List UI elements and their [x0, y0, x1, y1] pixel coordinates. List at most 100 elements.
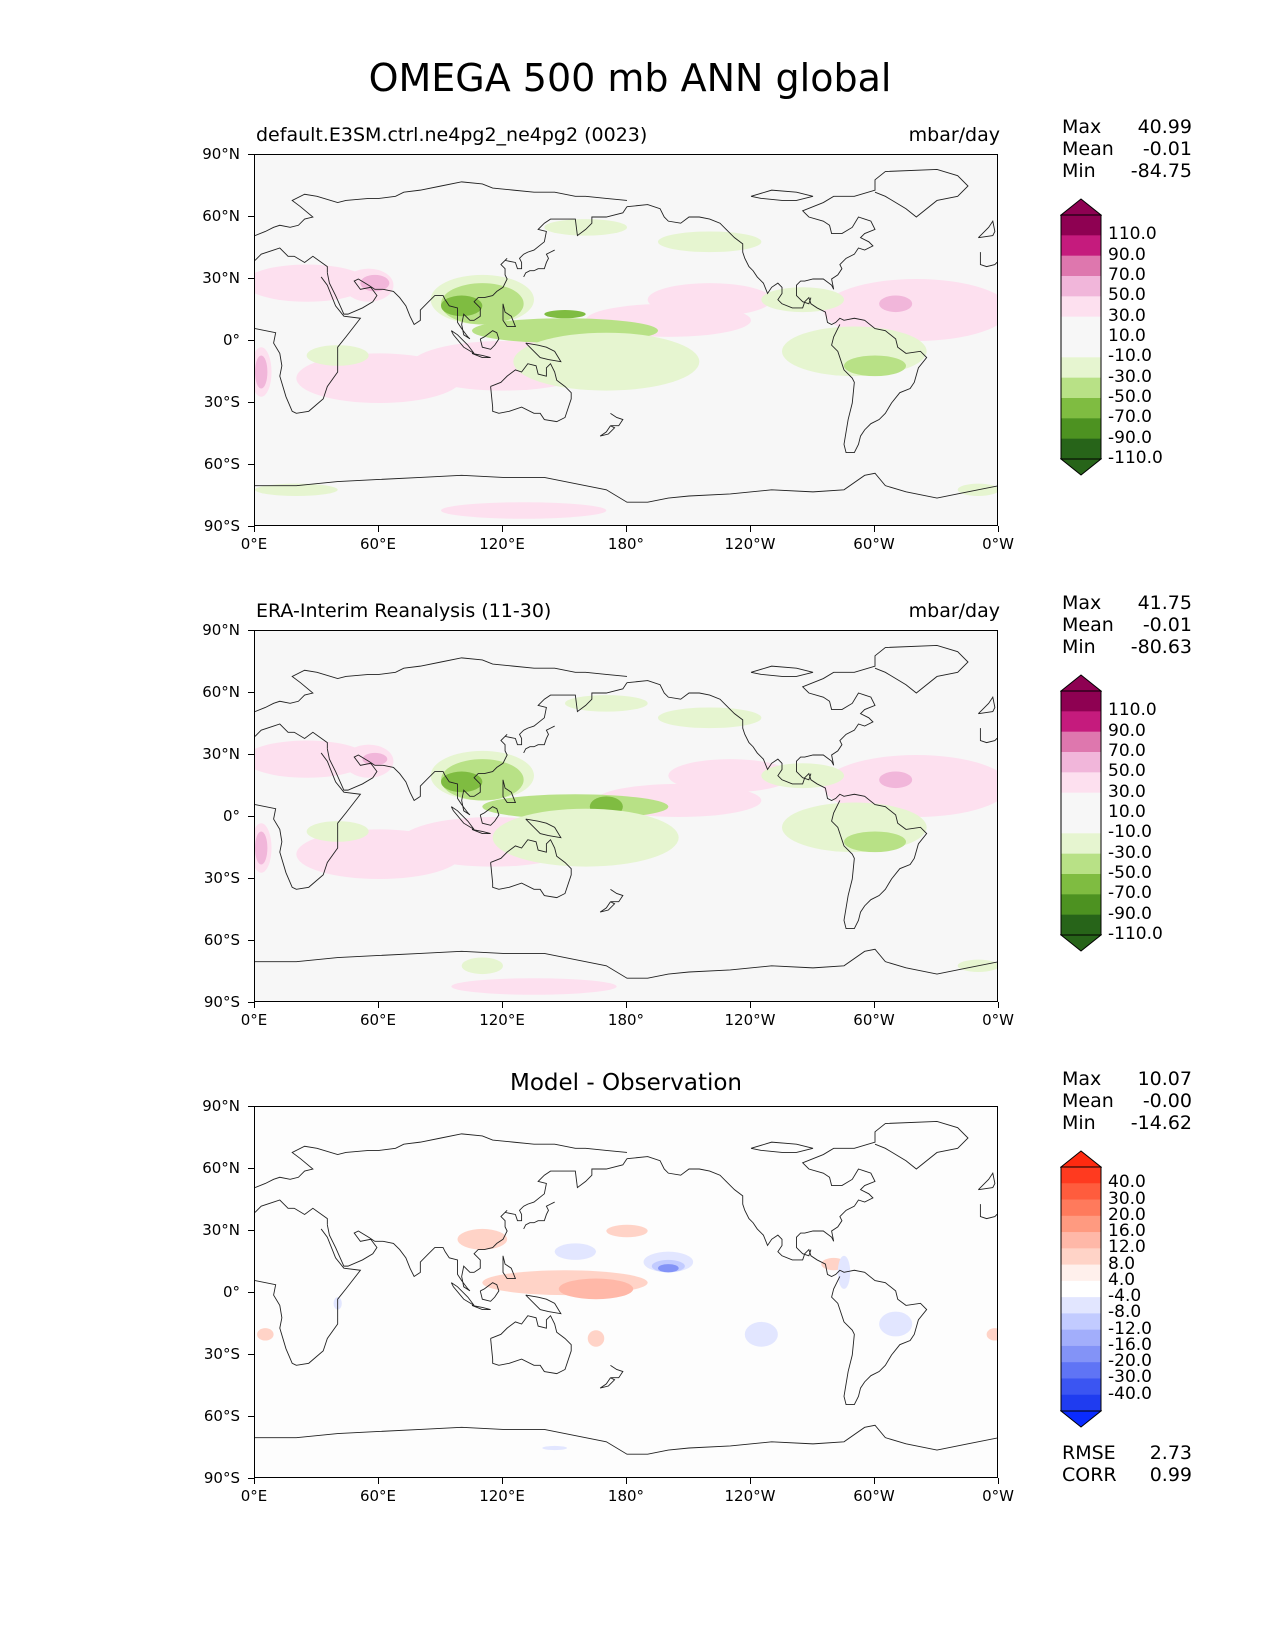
colorbar-tick-label: 70.0 [1108, 741, 1146, 761]
y-tick-mark [248, 816, 254, 817]
coastline [525, 1294, 562, 1315]
contour-region [823, 279, 997, 341]
stat-label: Mean [1062, 138, 1114, 160]
x-tick-mark [626, 526, 627, 532]
x-tick-mark [626, 1002, 627, 1008]
colorbar-tick-label: -50.0 [1108, 387, 1152, 407]
coastline [978, 1171, 996, 1191]
panel-units: mbar/day [908, 124, 1000, 146]
contour-region [879, 1311, 913, 1337]
y-tick-label: 90°S [203, 993, 240, 1011]
colorbar-band [1061, 418, 1101, 440]
y-tick-mark [248, 1168, 254, 1169]
contour-region [879, 771, 913, 789]
coastline [255, 247, 328, 273]
contour-region [647, 283, 772, 317]
y-tick-label: 0° [222, 331, 240, 349]
coastline [502, 1255, 517, 1279]
coastline [750, 665, 814, 677]
stat-label: Min [1062, 1112, 1096, 1134]
colorbar-tick-label: 90.0 [1108, 244, 1146, 265]
x-tick-mark [626, 1478, 627, 1484]
coastline [502, 779, 517, 803]
colorbar-under-cap [1060, 1410, 1102, 1428]
contour-region [255, 483, 338, 496]
y-tick-label: 60°N [202, 207, 240, 225]
stat-value: -14.62 [1130, 1112, 1192, 1134]
coastline [255, 472, 997, 503]
x-tick-mark [254, 1002, 255, 1008]
x-tick-label: 180° [607, 1011, 645, 1029]
x-tick-mark [502, 1002, 503, 1008]
stat-label: Max [1062, 1068, 1102, 1090]
colorbar-over-cap [1060, 1150, 1102, 1168]
y-tick-mark [248, 1002, 254, 1003]
coastline [610, 412, 624, 427]
metric-label: RMSE [1062, 1442, 1116, 1464]
y-tick-mark [248, 754, 254, 755]
colorbar-tick-label: -12.0 [1108, 1318, 1152, 1339]
colorbar-tick-label: 70.0 [1108, 265, 1146, 285]
colorbar-band [1061, 1329, 1101, 1347]
coastline [979, 252, 997, 268]
x-tick-mark [378, 1002, 379, 1008]
colorbar-band [1061, 398, 1101, 419]
x-tick-label: 120°W [724, 535, 776, 553]
colorbar-band [1061, 1167, 1101, 1184]
colorbar-band [1061, 691, 1101, 712]
colorbar-band [1061, 1345, 1101, 1363]
colorbar-band [1061, 1313, 1101, 1331]
x-tick-mark [874, 526, 875, 532]
coastline [523, 725, 555, 754]
contour-map [255, 169, 997, 519]
stats-box: Max 10.07 Mean -0.00 Min -14.62 [1062, 1068, 1192, 1134]
panel-title-center: Model - Observation [509, 1070, 743, 1096]
y-tick-mark [248, 1416, 254, 1417]
colorbar-tick-label: 30.0 [1108, 1188, 1146, 1209]
colorbar-tick-label: -110.0 [1108, 448, 1163, 468]
colorbar-band [1061, 1264, 1101, 1282]
colorbar-band [1061, 752, 1101, 773]
stat-value: 40.99 [1137, 116, 1192, 138]
colorbar-tick-label: -110.0 [1108, 924, 1163, 944]
x-tick-label: 120°W [724, 1011, 776, 1029]
coastline [255, 752, 362, 890]
y-tick-label: 30°S [203, 393, 240, 411]
contour-region [844, 831, 906, 853]
y-tick-label: 60°S [203, 455, 240, 473]
colorbar-band [1061, 1183, 1101, 1201]
stat-row: Max 10.07 [1062, 1068, 1192, 1090]
coastline [255, 1199, 328, 1225]
colorbar-tick-label: 20.0 [1108, 1204, 1146, 1225]
map-plot-area [254, 1106, 998, 1478]
colorbar-tick-label: -30.0 [1108, 842, 1152, 863]
coastline [796, 1121, 969, 1257]
colorbar-band [1061, 235, 1101, 257]
coastline [979, 1204, 997, 1220]
contour-region [542, 1445, 568, 1451]
y-tick-label: 60°N [202, 1159, 240, 1177]
stat-value: -0.01 [1142, 138, 1192, 160]
colorbar-band [1061, 377, 1101, 399]
contour-region [441, 295, 483, 317]
coastline [326, 682, 628, 816]
y-tick-mark [248, 216, 254, 217]
colorbar-tick-label: -30.0 [1108, 366, 1152, 387]
stats-box: Max 41.75 Mean -0.01 Min -80.63 [1062, 592, 1192, 658]
contour-region [844, 355, 906, 377]
contour-region [257, 1328, 274, 1341]
coastline [255, 181, 628, 237]
contour-region [362, 752, 388, 766]
colorbar-tick-label: 110.0 [1108, 700, 1157, 721]
x-tick-mark [998, 526, 999, 532]
stat-row: Min -14.62 [1062, 1112, 1192, 1134]
colorbar [1060, 674, 1102, 952]
colorbar-band [1061, 296, 1101, 318]
metric-label: CORR [1062, 1464, 1117, 1486]
coastline [490, 838, 572, 899]
y-tick-mark [248, 1230, 254, 1231]
y-tick-mark [248, 340, 254, 341]
panel-title-left: default.E3SM.ctrl.ne4pg2_ne4pg2 (0023) [256, 124, 648, 146]
x-tick-label: 0°E [240, 535, 268, 553]
figure-title: OMEGA 500 mb ANN global [368, 56, 892, 100]
